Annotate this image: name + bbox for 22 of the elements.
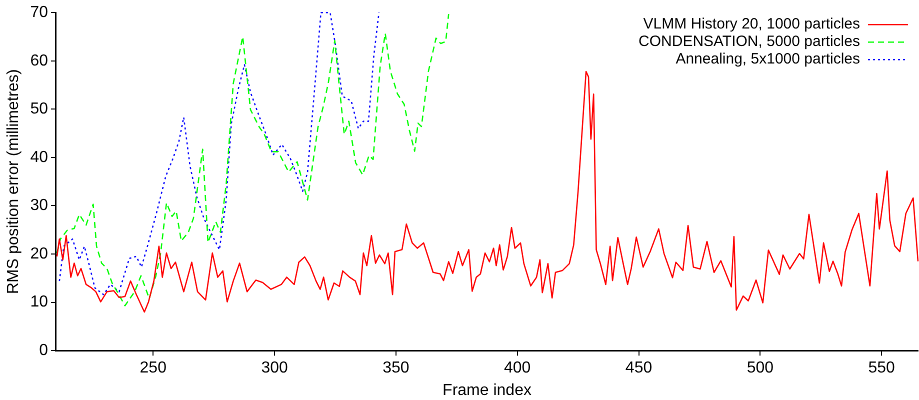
x-tick-label: 400: [504, 360, 531, 377]
y-tick-label: 10: [30, 294, 48, 311]
y-tick-label: 0: [39, 342, 48, 360]
y-tick-label: 30: [30, 197, 48, 214]
line-series: [56, 13, 450, 306]
y-tick-label: 70: [30, 4, 48, 22]
x-tick-label: 450: [625, 360, 652, 377]
x-tick-label: 250: [140, 360, 167, 377]
line-series: [58, 12, 380, 296]
x-tick-label: 300: [261, 360, 288, 377]
x-tick-label: 550: [868, 360, 896, 377]
x-tick-label: 350: [382, 360, 410, 377]
y-tick-label: 50: [30, 100, 48, 118]
legend-label: Annealing, 5x1000 particles: [676, 50, 860, 68]
legend-label: VLMM History 20, 1000 particles: [643, 16, 860, 33]
y-axis-title: RMS position error (millimetres): [5, 69, 22, 294]
legend-label: CONDENSATION, 5000 particles: [638, 33, 860, 50]
y-tick-label: 60: [30, 52, 48, 70]
x-tick-label: 500: [746, 360, 774, 377]
x-axis-title: Frame index: [442, 382, 532, 399]
y-tick-label: 20: [30, 245, 48, 262]
y-tick-label: 40: [30, 148, 48, 166]
